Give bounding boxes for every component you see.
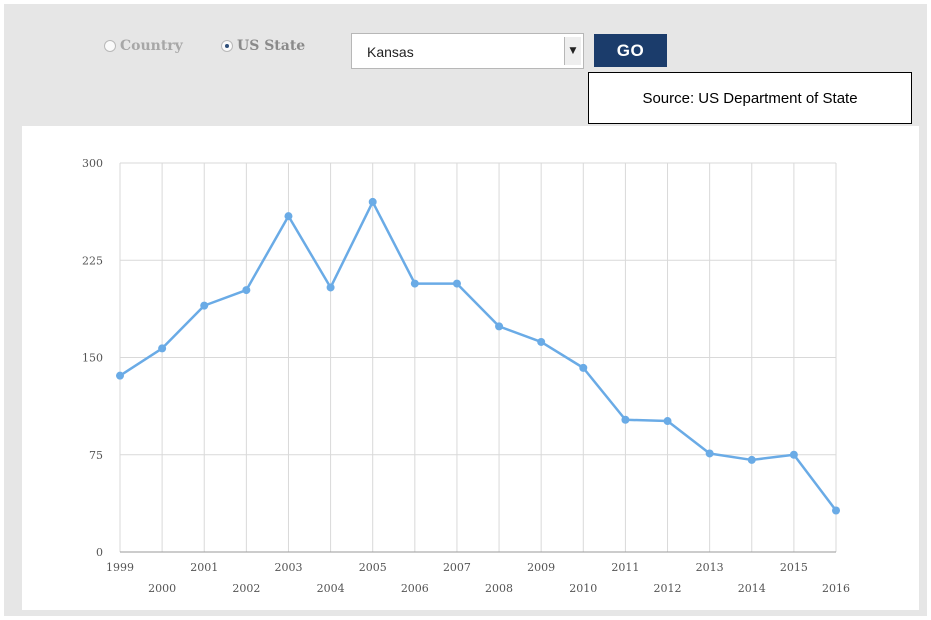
data-point <box>242 286 251 295</box>
data-point <box>452 279 461 288</box>
x-tick-label: 2007 <box>443 561 471 574</box>
data-point <box>705 449 714 458</box>
state-select-value: Kansas <box>367 44 414 60</box>
us-state-radio-label: US State <box>237 38 306 54</box>
data-point <box>368 197 377 206</box>
country-radio-option[interactable]: Country <box>104 38 183 54</box>
x-tick-label: 2008 <box>485 582 513 595</box>
y-tick-label: 150 <box>82 352 103 365</box>
x-tick-label: 2009 <box>527 561 555 574</box>
state-select[interactable]: Kansas ▼ <box>351 33 584 69</box>
x-tick-label: 2002 <box>232 582 260 595</box>
source-note: Source: US Department of State <box>588 72 912 124</box>
data-point <box>663 417 672 426</box>
y-tick-label: 75 <box>89 449 103 462</box>
data-point <box>326 283 335 292</box>
x-tick-label: 2016 <box>822 582 850 595</box>
us-state-radio-option[interactable]: US State <box>221 38 305 54</box>
x-tick-label: 2015 <box>780 561 808 574</box>
data-point <box>832 506 840 515</box>
page-frame: Country US State Kansas ▼ GO Source: US … <box>4 4 927 616</box>
data-point <box>579 363 588 372</box>
x-tick-label: 2006 <box>401 582 429 595</box>
data-point <box>284 212 293 221</box>
data-point <box>747 455 756 464</box>
x-tick-label: 1999 <box>106 561 134 574</box>
x-tick-label: 2010 <box>569 582 597 595</box>
country-radio-icon[interactable] <box>104 40 116 52</box>
x-tick-label: 2013 <box>696 561 724 574</box>
series-line <box>119 200 837 512</box>
x-tick-label: 2011 <box>611 561 639 574</box>
chevron-down-icon[interactable]: ▼ <box>564 37 581 65</box>
data-point <box>537 337 546 346</box>
x-tick-label: 2001 <box>190 561 218 574</box>
chart-panel: 0 75 150 225 300 1999 2000 2001 2002 2003 2004 2005… <box>22 126 919 610</box>
y-tick-label: 0 <box>96 546 103 559</box>
x-tick-label: 2012 <box>654 582 682 595</box>
data-point <box>621 415 630 424</box>
line-chart: 0 75 150 225 300 1999 2000 2001 2002 2003 2004 2005… <box>82 157 850 595</box>
x-tick-label: 2000 <box>148 582 176 595</box>
x-tick-label: 2005 <box>359 561 387 574</box>
data-point <box>410 279 419 288</box>
data-point <box>158 344 167 353</box>
go-button[interactable]: GO <box>594 34 667 67</box>
data-point <box>200 301 209 310</box>
data-point <box>495 322 504 331</box>
us-state-radio-icon[interactable] <box>221 40 233 52</box>
country-radio-label: Country <box>120 38 183 54</box>
x-tick-label: 2004 <box>317 582 345 595</box>
data-point <box>789 450 798 459</box>
data-point <box>116 371 124 380</box>
x-tick-label: 2014 <box>738 582 766 595</box>
y-tick-label: 300 <box>82 157 103 170</box>
y-tick-label: 225 <box>82 254 103 267</box>
x-tick-label: 2003 <box>274 561 302 574</box>
